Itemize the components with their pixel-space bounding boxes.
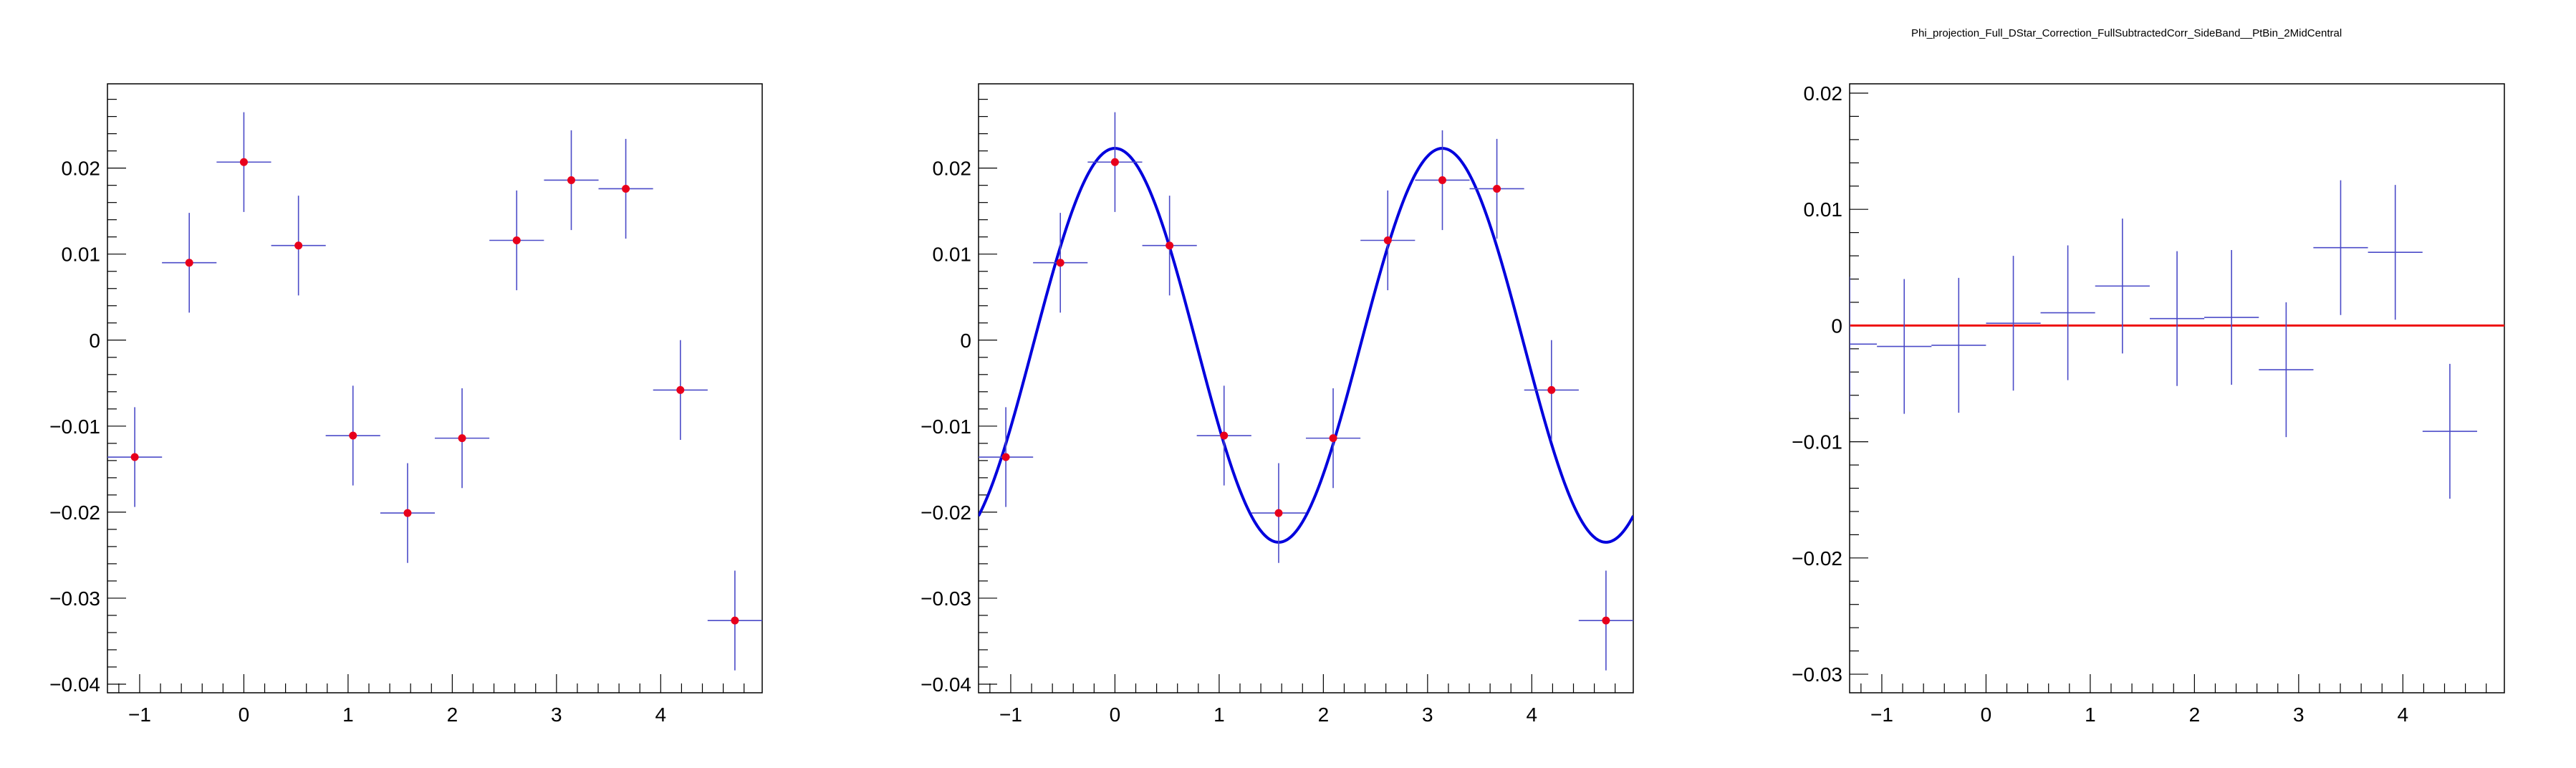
x-tick-label: 3 <box>551 704 562 726</box>
x-tick-label: 2 <box>2189 704 2201 726</box>
data-point <box>458 434 466 443</box>
plot-pad-1: −1 0 1 2 3 4 −0.04 −0.03 −0.02 −0.01 0 0.01 0.02 <box>49 83 763 726</box>
data-point <box>1274 509 1283 517</box>
x-tick-label: −1 <box>1870 704 1893 726</box>
y-tick-label: −0.03 <box>921 587 971 610</box>
x-tick-label: 4 <box>2398 704 2409 726</box>
y-tick-label: −0.02 <box>921 501 971 524</box>
y-tick-label: −0.01 <box>921 416 971 438</box>
data-point <box>349 431 357 440</box>
y-tick-label: −0.01 <box>1792 431 1842 453</box>
data-point <box>294 241 303 250</box>
data-layer <box>107 112 762 671</box>
data-point <box>1329 434 1337 443</box>
data-point <box>185 259 193 267</box>
data-point <box>731 616 739 625</box>
x-tick-label: 4 <box>1527 704 1538 726</box>
x-tick-label: 0 <box>1110 704 1121 726</box>
y-tick-label: 0 <box>89 330 100 352</box>
y-tick-label: 0 <box>960 330 971 352</box>
x-tick-label: −1 <box>128 704 151 726</box>
canvas-title: Phi_projection_Full_DStar_Correction_Ful… <box>1911 27 2342 39</box>
data-point <box>1438 176 1446 184</box>
y-tick-label: 0.02 <box>1804 82 1843 105</box>
y-tick-label: −0.03 <box>49 587 100 610</box>
x-tick-label: 1 <box>342 704 354 726</box>
y-tick-label: −0.04 <box>921 673 971 696</box>
plot-frame <box>107 83 763 693</box>
data-point <box>622 184 630 193</box>
plot-frame <box>978 83 1634 693</box>
data-point <box>1602 616 1610 625</box>
data-point <box>1220 431 1229 440</box>
data-point <box>512 236 521 245</box>
data-point <box>567 176 575 184</box>
y-tick-label: 0.01 <box>1804 198 1843 221</box>
x-tick-label: 2 <box>447 704 458 726</box>
data-point <box>1001 453 1010 461</box>
x-tick-label: −1 <box>999 704 1022 726</box>
data-point <box>676 385 685 394</box>
fit-curve <box>979 147 1633 544</box>
y-tick-label: −0.02 <box>1792 547 1842 570</box>
data-point <box>1493 184 1501 193</box>
y-tick-label: 0.01 <box>62 244 101 266</box>
x-tick-label: 1 <box>2085 704 2096 726</box>
x-tick-label: 0 <box>239 704 250 726</box>
plot-pad-2: −1 0 1 2 3 4 −0.04 −0.03 −0.02 −0.01 0 0.01 0.02 <box>921 83 1634 726</box>
data-point <box>1547 385 1556 394</box>
x-tick-label: 2 <box>1318 704 1330 726</box>
y-tick-label: −0.04 <box>49 673 100 696</box>
data-point <box>1383 236 1392 245</box>
x-tick-label: 4 <box>655 704 667 726</box>
data-point <box>130 453 139 461</box>
data-point <box>239 158 248 166</box>
x-tick-label: 1 <box>1213 704 1225 726</box>
y-tick-label: 0.02 <box>62 158 101 180</box>
y-tick-label: 0.02 <box>933 158 972 180</box>
x-tick-label: 3 <box>2293 704 2305 726</box>
data-layer <box>1850 180 2504 499</box>
data-point <box>403 509 412 517</box>
data-layer <box>979 112 1633 671</box>
y-tick-label: −0.02 <box>49 501 100 524</box>
y-tick-label: 0.01 <box>933 244 972 266</box>
plot-pad-3: −1 0 1 2 3 4 −0.03 −0.02 −0.01 0 0.01 0.02 <box>1792 82 2505 726</box>
x-tick-label: 0 <box>1981 704 1992 726</box>
y-tick-label: −0.03 <box>1792 663 1842 686</box>
y-tick-label: 0 <box>1831 315 1842 337</box>
y-tick-label: −0.01 <box>49 416 100 438</box>
x-tick-label: 3 <box>1422 704 1433 726</box>
data-point <box>1110 158 1119 166</box>
data-point <box>1056 259 1064 267</box>
data-point <box>1166 241 1174 250</box>
plot-frame <box>1849 83 2505 693</box>
